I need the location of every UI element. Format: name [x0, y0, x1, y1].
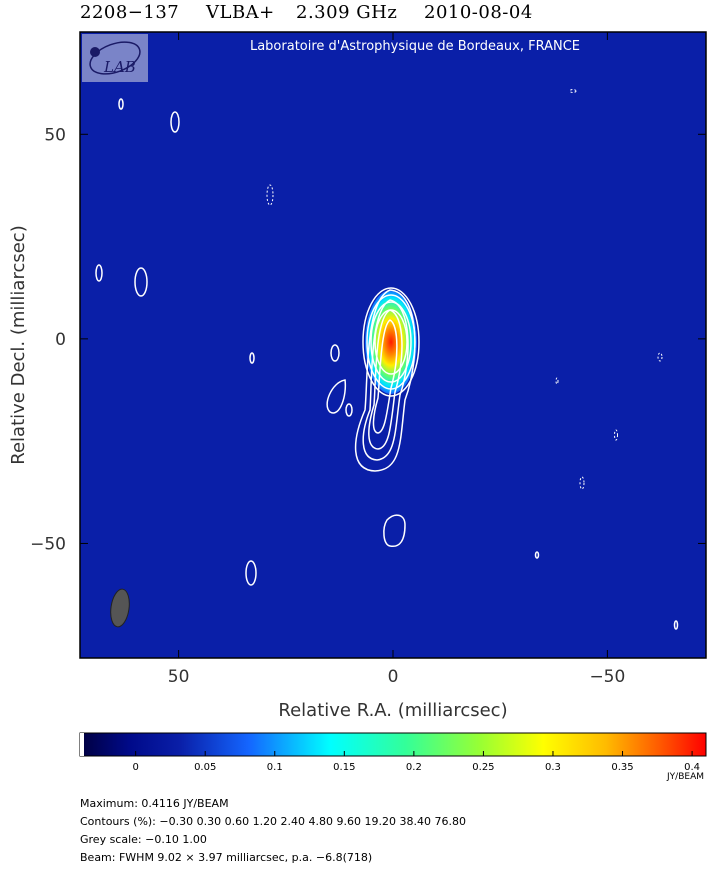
y-tick-label: −50 [30, 534, 66, 554]
noise-contour [534, 551, 540, 559]
contour-jet-1 [354, 289, 416, 472]
x-tick-label: −50 [589, 667, 625, 687]
noise-contour [249, 352, 255, 364]
contour-core-1 [362, 287, 420, 397]
x-axis: 50 0 −50 [168, 32, 625, 687]
colorbar-tick-label: 0.3 [545, 762, 561, 773]
y-tick-label: 50 [44, 125, 66, 145]
grey-scale-text: Grey scale: −0.10 1.00 [80, 833, 207, 846]
noise-contour [170, 111, 180, 133]
maximum-text: Maximum: 0.4116 JY/BEAM [80, 797, 229, 810]
colorbar-tick-label: 0.15 [333, 762, 355, 773]
colorbar-tick-label: 0.1 [267, 762, 283, 773]
colorbar-unit: JY/BEAM [666, 772, 704, 782]
beam-ellipse [110, 588, 130, 628]
x-tick-label: 50 [168, 667, 190, 687]
y-axis-label: Relative Decl. (milliarcsec) [8, 225, 29, 464]
colorbar-tick-label: 0.25 [472, 762, 494, 773]
observation-date: 2010-08-04 [424, 2, 533, 23]
institution-banner: Laboratoire d'Astrophysique de Bordeaux,… [250, 39, 580, 54]
source-contours [95, 98, 679, 630]
noise-contour [118, 98, 124, 110]
contours-text: Contours (%): −0.30 0.30 0.60 1.20 2.40 … [80, 815, 466, 828]
colorbar-low-end [80, 733, 84, 756]
x-axis-label: Relative R.A. (milliarcsec) [278, 700, 507, 721]
contour-jet-3 [368, 309, 403, 450]
contour-core-3 [370, 301, 412, 383]
lab-logo-text: LAB [103, 58, 136, 76]
noise-contour [245, 560, 257, 586]
contour-jet-4 [372, 319, 398, 434]
observing-frequency: 2.309 GHz [296, 2, 398, 23]
map-info: Maximum: 0.4116 JY/BEAM Contours (%): −0… [80, 795, 466, 867]
noise-contour [95, 264, 103, 282]
beam-text: Beam: FWHM 9.02 × 3.97 milliarcsec, p.a.… [80, 851, 373, 864]
contour-jet-2 [362, 299, 409, 461]
colorbar-ticks: 0 0.05 0.1 0.15 0.2 0.25 0.3 0.35 0.4 [132, 751, 700, 773]
colorbar-tick-label: 0.2 [406, 762, 422, 773]
colorbar-tick-label: 0.4 [684, 762, 700, 773]
contour-knot-west [326, 379, 347, 414]
contour-knot-small [345, 403, 353, 417]
y-tick-label: 0 [55, 330, 66, 350]
noise-contour [134, 267, 148, 297]
source-name: 2208−137 [80, 2, 180, 23]
y-axis: 50 0 −50 [30, 125, 706, 554]
colorbar-tick-label: 0 [132, 762, 138, 773]
figure-header: 2208−137 VLBA+ 2.309 GHz 2010-08-04 [0, 0, 716, 30]
colorbar-tick-label: 0.35 [611, 762, 633, 773]
colorbar [79, 732, 707, 757]
noise-contour [673, 620, 679, 630]
array-name: VLBA+ [206, 2, 275, 23]
negative-contours [266, 89, 663, 490]
noise-contour [330, 344, 340, 362]
lab-logo: LAB [82, 34, 148, 82]
colorbar-tick-label: 0.05 [194, 762, 216, 773]
x-tick-label: 0 [388, 667, 399, 687]
noise-contour [383, 514, 406, 548]
